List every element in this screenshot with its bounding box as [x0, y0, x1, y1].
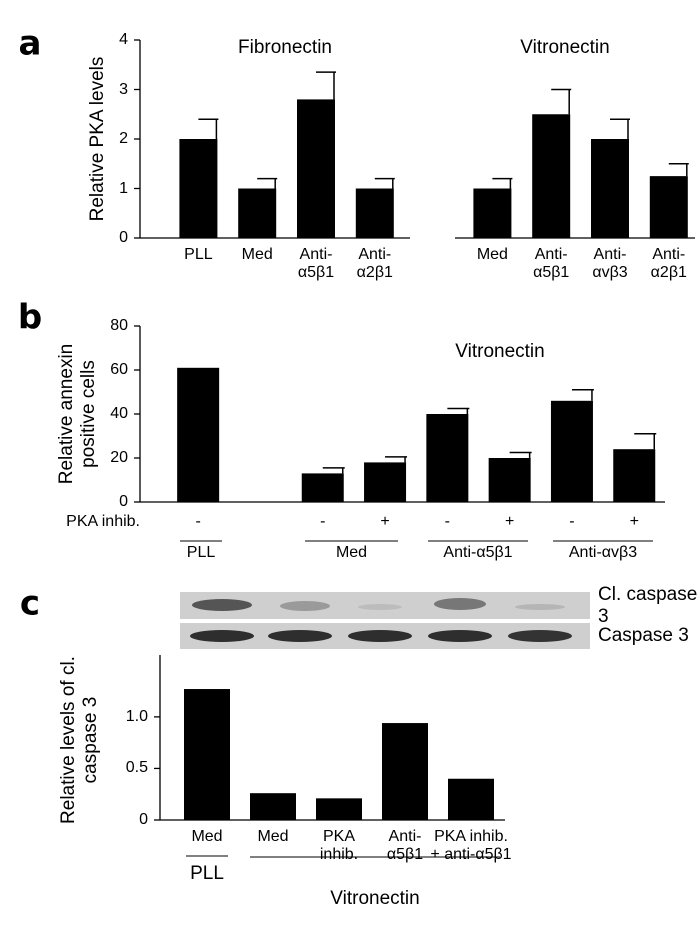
y-axis-title: Relative levels of cl. caspase 3	[58, 656, 101, 824]
blot-band	[348, 630, 412, 642]
western-blot	[180, 592, 590, 649]
annotation: Fibronectin	[238, 37, 332, 59]
x-tick-label: +	[629, 512, 639, 530]
bar	[550, 400, 593, 502]
x-tick-label: PKA inhib. + anti-α5β1	[430, 828, 512, 864]
bar	[177, 367, 220, 502]
bar	[426, 414, 469, 502]
blot-label: Caspase 3	[598, 625, 689, 647]
group-label: PLL	[190, 863, 224, 885]
x-tick-label: -	[444, 512, 450, 530]
y-tick-label: 20	[110, 448, 128, 466]
y-tick-label: 2	[119, 129, 128, 147]
blot-band	[280, 601, 330, 611]
blot-band	[428, 630, 492, 642]
bar	[532, 114, 571, 238]
y-tick-label: 80	[110, 316, 128, 334]
y-tick-label: 0	[119, 492, 128, 510]
bar	[382, 723, 428, 820]
x-tick-label: Med	[476, 246, 508, 263]
blot-band	[434, 598, 486, 610]
y-tick-label: 0	[139, 810, 148, 828]
x-tick-label: Anti-α5β1	[297, 246, 335, 282]
x-tick-label: Anti-α2β1	[356, 246, 393, 282]
x-tick-label: -	[320, 512, 326, 530]
bar	[649, 176, 688, 238]
bar	[488, 458, 531, 502]
x-tick-label: +	[504, 512, 515, 530]
bar	[473, 188, 512, 238]
y-tick-label: 0	[119, 228, 128, 246]
y-tick-label: 4	[119, 30, 128, 48]
bar	[613, 449, 656, 502]
blot-band	[268, 630, 332, 642]
group-label: Anti-αvβ3	[568, 543, 638, 561]
row-label: PKA inhib.	[66, 512, 140, 530]
bar	[250, 793, 296, 820]
y-tick-label: 60	[110, 360, 128, 378]
x-tick-label: PLL	[184, 246, 213, 263]
bar	[316, 798, 362, 820]
bar	[184, 689, 230, 820]
y-tick-label: 3	[119, 80, 128, 98]
annotation: Vitronectin	[520, 37, 610, 59]
blot-band	[190, 630, 254, 642]
bar	[448, 778, 494, 820]
bar	[297, 99, 335, 239]
panel-letter: a	[18, 23, 42, 64]
blot-band	[508, 630, 572, 642]
blot-label: Cl. caspase 3	[598, 584, 698, 627]
group-label: PLL	[186, 543, 216, 561]
panel-letter: b	[17, 297, 43, 338]
x-tick-label: Med	[191, 828, 223, 845]
x-tick-label: Anti-α5β1	[386, 828, 424, 864]
bar	[179, 139, 218, 238]
y-tick-label: 1	[119, 179, 128, 197]
x-tick-label: Anti-α5β1	[533, 246, 570, 282]
annotation: Vitronectin	[455, 341, 545, 363]
group-label: Vitronectin	[330, 888, 420, 910]
bar	[238, 188, 277, 238]
x-tick-label: -	[195, 512, 201, 530]
x-tick-label: Anti-αvβ3	[592, 246, 628, 282]
x-tick-label: -	[569, 512, 575, 530]
bar	[355, 188, 394, 238]
y-tick-label: 1.0	[125, 707, 148, 725]
x-tick-label: +	[380, 512, 390, 530]
group-label: Anti-α5β1	[443, 543, 513, 561]
blot-band	[358, 604, 402, 610]
x-tick-label: Med	[241, 246, 273, 263]
bar	[591, 139, 629, 238]
x-tick-label: PKA inhib.	[319, 828, 359, 864]
bar	[364, 462, 407, 502]
blot-band	[515, 604, 565, 610]
y-tick-label: 40	[110, 404, 128, 422]
x-tick-label: Anti-α2β1	[650, 246, 687, 282]
group-label: Med	[335, 543, 368, 561]
blot-band	[192, 599, 252, 611]
bar	[301, 473, 344, 502]
y-tick-label: 0.5	[125, 759, 148, 777]
x-tick-label: Med	[257, 828, 289, 845]
panel-letter: c	[19, 583, 41, 624]
